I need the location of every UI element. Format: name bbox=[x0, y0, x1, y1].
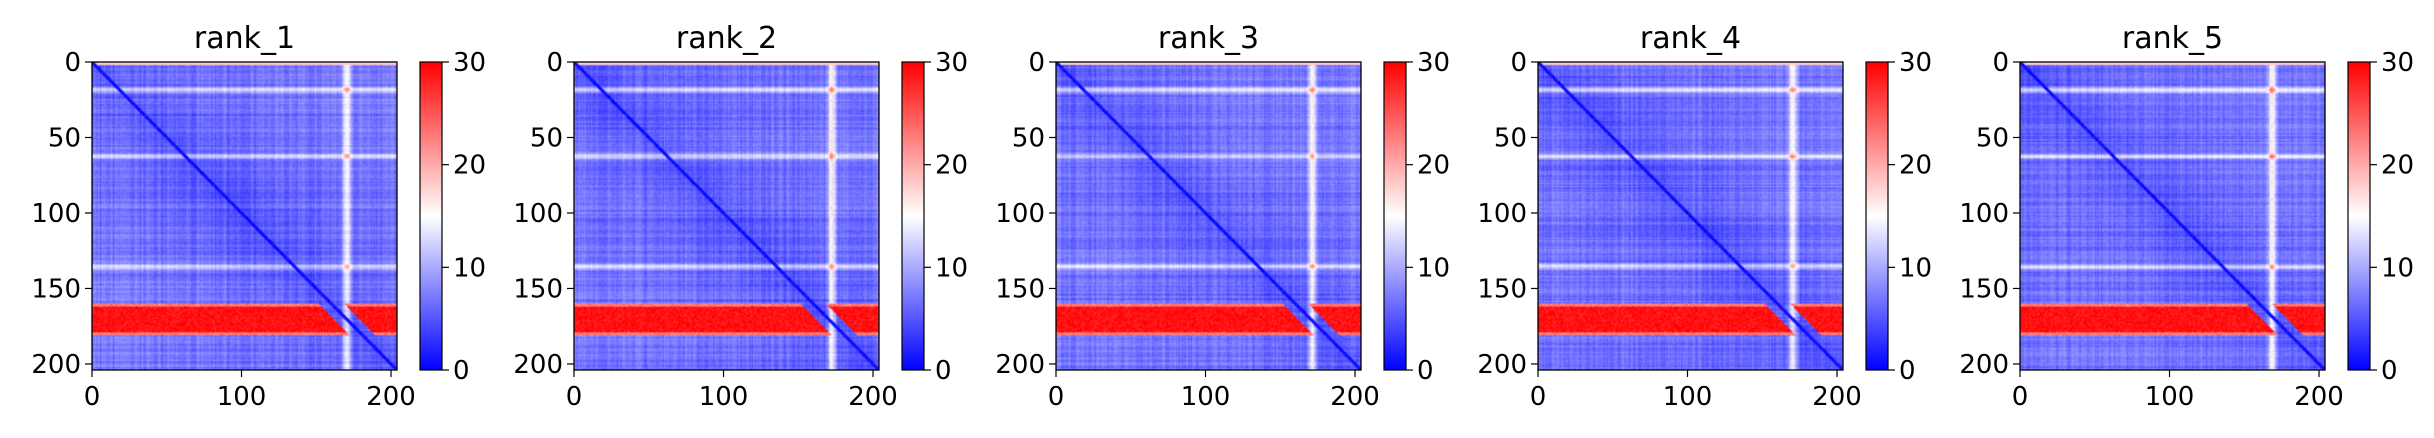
colorbar bbox=[1383, 61, 1407, 371]
x-tick-label: 100 bbox=[1663, 382, 1713, 412]
colorbar-tick-label: 10 bbox=[935, 253, 968, 283]
y-tick-label: 50 bbox=[48, 123, 81, 153]
y-tick-label: 200 bbox=[1477, 350, 1527, 380]
panel-title: rank_5 bbox=[2122, 21, 2223, 56]
plot-frame bbox=[1055, 61, 1362, 371]
colorbar-tick-label: 10 bbox=[1417, 253, 1450, 283]
y-tick-label: 100 bbox=[995, 199, 1045, 229]
colorbar bbox=[1865, 61, 1889, 371]
x-tick-label: 100 bbox=[2145, 382, 2195, 412]
colorbar-tick-label: 30 bbox=[935, 48, 968, 78]
colorbar-tick-label: 10 bbox=[453, 253, 486, 283]
x-tick-label: 0 bbox=[566, 382, 583, 412]
heatmap-image bbox=[574, 62, 879, 370]
plot-frame bbox=[573, 61, 880, 371]
y-tick-label: 150 bbox=[513, 274, 563, 304]
colorbar bbox=[419, 61, 443, 371]
heatmap-image bbox=[1056, 62, 1361, 370]
y-tick-label: 50 bbox=[1012, 123, 1045, 153]
colorbar-tick-label: 10 bbox=[2381, 253, 2414, 283]
panel-title: rank_2 bbox=[676, 21, 777, 56]
panel-title: rank_3 bbox=[1158, 21, 1259, 56]
y-tick-label: 200 bbox=[513, 350, 563, 380]
colorbar-tick-label: 0 bbox=[935, 356, 952, 386]
plot-frame bbox=[2019, 61, 2326, 371]
colorbar-tick-label: 20 bbox=[1899, 151, 1932, 181]
y-tick-label: 50 bbox=[1976, 123, 2009, 153]
x-tick-label: 200 bbox=[848, 382, 898, 412]
panel-title: rank_4 bbox=[1640, 21, 1741, 56]
y-tick-label: 100 bbox=[1959, 199, 2009, 229]
colorbar-tick-label: 30 bbox=[453, 48, 486, 78]
y-tick-label: 50 bbox=[1494, 123, 1527, 153]
y-tick-label: 150 bbox=[1477, 274, 1527, 304]
y-tick-label: 50 bbox=[530, 123, 563, 153]
colorbar-tick-label: 20 bbox=[2381, 151, 2414, 181]
x-tick-label: 100 bbox=[217, 382, 267, 412]
y-tick-label: 0 bbox=[64, 48, 81, 78]
colorbar-tick-label: 0 bbox=[2381, 356, 2398, 386]
heatmap-image bbox=[1538, 62, 1843, 370]
plot-frame bbox=[1537, 61, 1844, 371]
colorbar bbox=[2347, 61, 2371, 371]
colorbar-tick-label: 0 bbox=[453, 356, 470, 386]
y-tick-label: 200 bbox=[1959, 350, 2009, 380]
x-tick-label: 200 bbox=[2294, 382, 2344, 412]
y-tick-label: 0 bbox=[546, 48, 563, 78]
colorbar-tick-label: 0 bbox=[1899, 356, 1916, 386]
y-tick-label: 100 bbox=[513, 199, 563, 229]
colorbar-tick-label: 20 bbox=[935, 151, 968, 181]
colorbar bbox=[901, 61, 925, 371]
y-tick-label: 150 bbox=[31, 274, 81, 304]
colorbar-tick-label: 30 bbox=[1899, 48, 1932, 78]
colorbar-tick-label: 30 bbox=[1417, 48, 1450, 78]
colorbar-tick-label: 20 bbox=[453, 151, 486, 181]
panel-title: rank_1 bbox=[194, 21, 295, 56]
x-tick-label: 200 bbox=[1812, 382, 1862, 412]
x-tick-label: 0 bbox=[1048, 382, 1065, 412]
y-tick-label: 150 bbox=[1959, 274, 2009, 304]
y-tick-label: 200 bbox=[31, 350, 81, 380]
x-tick-label: 200 bbox=[1330, 382, 1380, 412]
colorbar-tick-label: 0 bbox=[1417, 356, 1434, 386]
x-tick-label: 0 bbox=[1530, 382, 1547, 412]
x-tick-label: 100 bbox=[699, 382, 749, 412]
y-tick-label: 150 bbox=[995, 274, 1045, 304]
plot-frame bbox=[91, 61, 398, 371]
y-tick-label: 200 bbox=[995, 350, 1045, 380]
heatmap-image bbox=[92, 62, 397, 370]
x-tick-label: 200 bbox=[366, 382, 416, 412]
y-tick-label: 0 bbox=[1510, 48, 1527, 78]
colorbar-tick-label: 30 bbox=[2381, 48, 2414, 78]
y-tick-label: 0 bbox=[1028, 48, 1045, 78]
y-tick-label: 100 bbox=[31, 199, 81, 229]
y-tick-label: 100 bbox=[1477, 199, 1527, 229]
x-tick-label: 0 bbox=[84, 382, 101, 412]
y-tick-label: 0 bbox=[1992, 48, 2009, 78]
heatmap-image bbox=[2020, 62, 2325, 370]
x-tick-label: 0 bbox=[2012, 382, 2029, 412]
colorbar-tick-label: 20 bbox=[1417, 151, 1450, 181]
colorbar-tick-label: 10 bbox=[1899, 253, 1932, 283]
x-tick-label: 100 bbox=[1181, 382, 1231, 412]
